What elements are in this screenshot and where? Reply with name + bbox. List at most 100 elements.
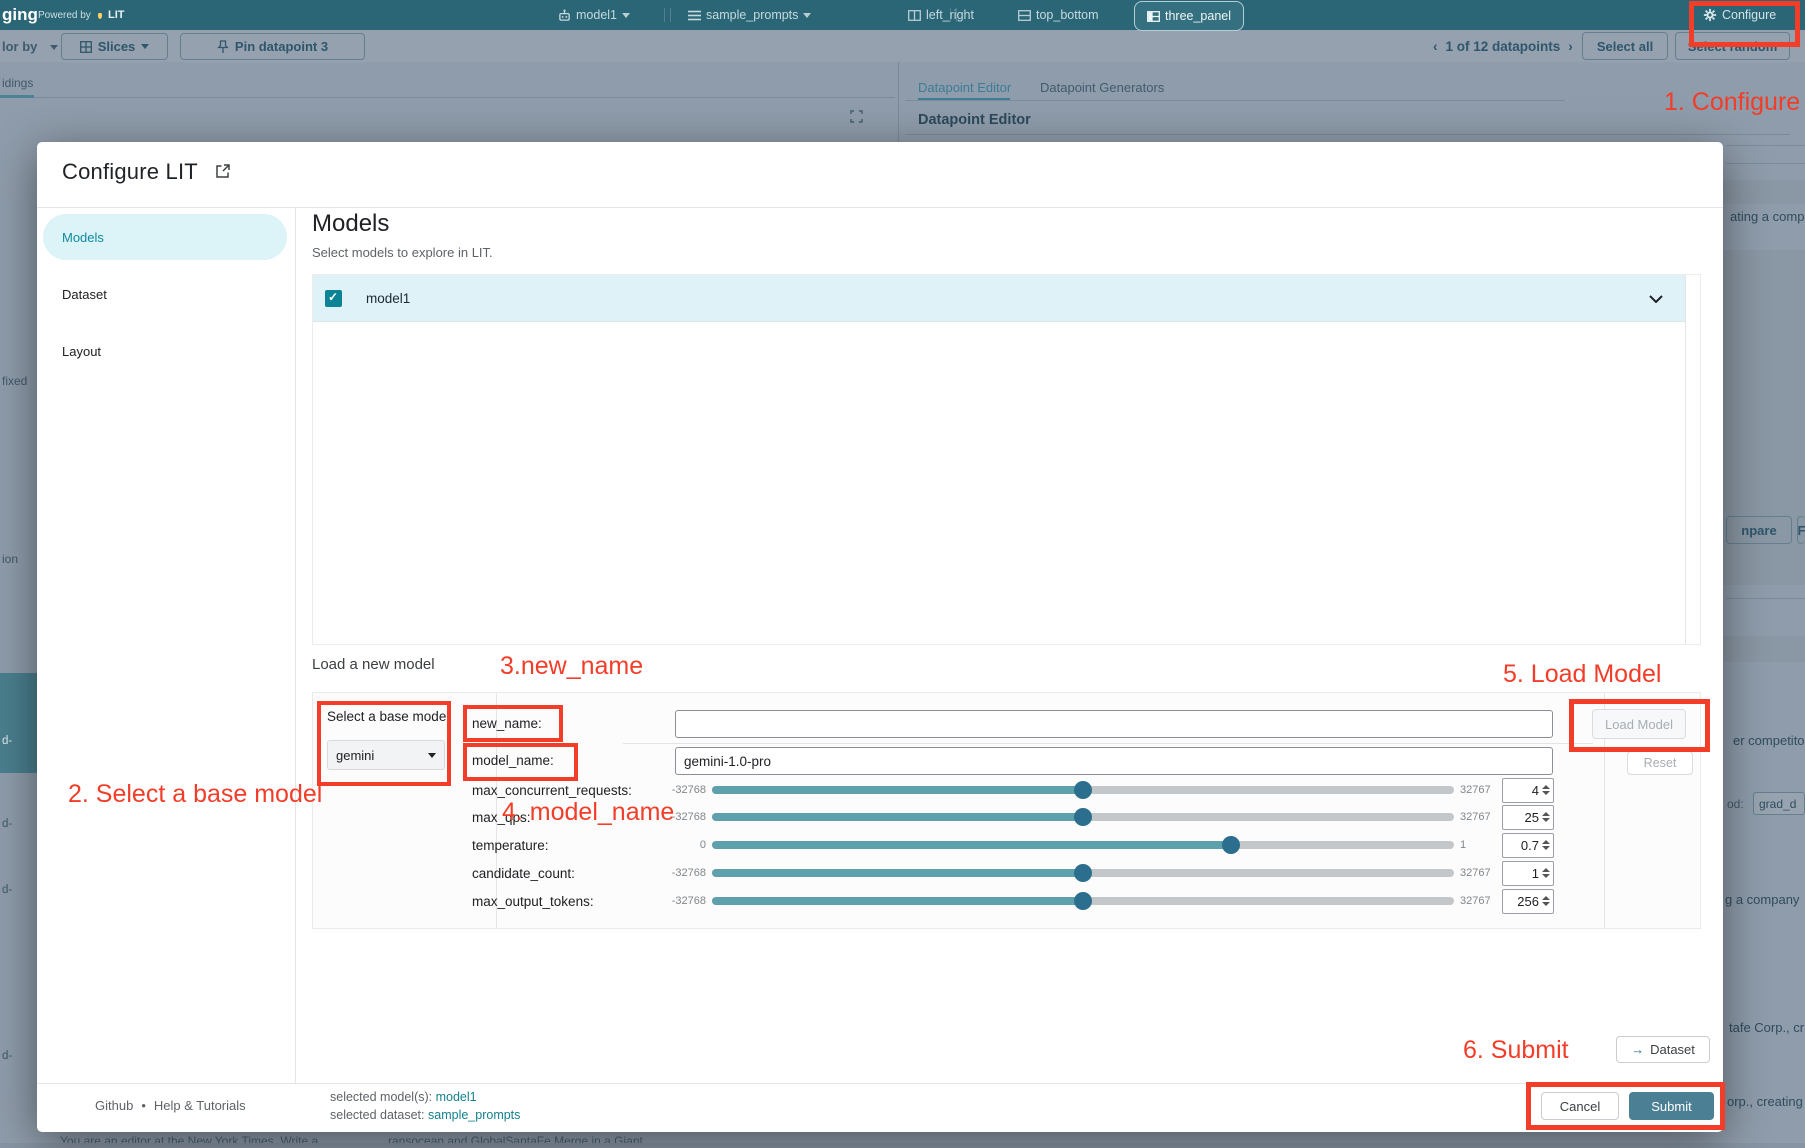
button-fragment[interactable]: F	[1797, 516, 1805, 544]
github-link[interactable]: Github	[95, 1098, 134, 1113]
stepper-down-icon[interactable]	[1542, 818, 1550, 822]
slider-value-stepper[interactable]: 256	[1502, 888, 1554, 914]
model-selector[interactable]: model1	[558, 4, 630, 26]
footer-links: Github • Help & Tutorials	[95, 1098, 246, 1113]
selected-row-fragment[interactable]: d-	[0, 673, 37, 773]
slider-min: -32768	[671, 895, 706, 907]
models-subheading: Select models to explore in LIT.	[312, 245, 493, 260]
row-label-fragment: d-	[2, 818, 13, 830]
slider-thumb[interactable]	[1222, 836, 1241, 854]
layout-tab-left-right[interactable]: left_right	[908, 4, 974, 26]
pin-datapoint-label: Pin datapoint 3	[234, 39, 329, 54]
annotation-step5: 5. Load Model	[1503, 660, 1662, 688]
layout-three-panel-label: three_panel	[1164, 9, 1232, 23]
selected-models-value[interactable]: model1	[435, 1090, 477, 1104]
stepper-up-icon[interactable]	[1542, 812, 1550, 816]
slider-thumb[interactable]	[1074, 892, 1092, 910]
base-model-select[interactable]: gemini	[327, 740, 445, 770]
load-model-button[interactable]: Load Model	[1592, 709, 1686, 739]
submit-button[interactable]: Submit	[1629, 1092, 1714, 1120]
row-label-fragment: d-	[2, 735, 13, 747]
tab-datapoint-editor[interactable]: Datapoint Editor	[918, 80, 1012, 95]
stepper-up-icon[interactable]	[1542, 785, 1550, 789]
stepper-up-icon[interactable]	[1542, 896, 1550, 900]
stepper-down-icon[interactable]	[1542, 874, 1550, 878]
slider-track[interactable]	[712, 781, 1454, 799]
slices-button[interactable]: Slices	[61, 33, 168, 60]
selected-models-label: selected model(s):	[330, 1090, 433, 1104]
slices-label: Slices	[97, 39, 136, 54]
dataset-selector[interactable]: sample_prompts	[688, 4, 812, 26]
nav-item-models[interactable]: Models	[43, 214, 287, 260]
configure-lit-dialog: Configure LIT Models Dataset Layout Mode…	[37, 142, 1723, 1132]
slider-max: 1	[1460, 839, 1467, 851]
nav-item-dataset[interactable]: Dataset	[62, 287, 107, 302]
slider-min: 0	[699, 839, 706, 851]
checkbox-checked-icon[interactable]	[325, 289, 342, 307]
slider-thumb[interactable]	[1074, 864, 1092, 882]
cancel-label: Cancel	[1559, 1098, 1601, 1114]
reset-label: Reset	[1643, 756, 1677, 770]
embeddings-tab-fragment[interactable]: idings	[2, 76, 34, 90]
selection-toolbar	[0, 30, 1805, 62]
model-row[interactable]: model1	[313, 275, 1685, 322]
stepper-up-icon[interactable]	[1542, 840, 1550, 844]
reset-button[interactable]: Reset	[1627, 751, 1693, 775]
chevron-down-icon	[803, 12, 812, 18]
model-row-label: model1	[366, 290, 411, 306]
goto-dataset-button[interactable]: → Dataset	[1616, 1036, 1710, 1063]
slider-track[interactable]	[712, 808, 1454, 826]
slider-value-stepper[interactable]: 25	[1502, 804, 1554, 830]
slider-track[interactable]	[712, 864, 1454, 882]
prev-datapoint-icon[interactable]: ‹	[1433, 39, 1438, 54]
slider-label: temperature:	[472, 837, 549, 853]
scrollbar-track[interactable]	[1685, 275, 1686, 644]
slider-thumb[interactable]	[1074, 781, 1092, 799]
next-datapoint-icon[interactable]: ›	[1568, 39, 1573, 54]
layout-tab-top-bottom[interactable]: top_bottom	[1018, 4, 1099, 26]
load-model-label: Load Model	[1605, 716, 1673, 732]
annotation-box-model-name	[463, 743, 578, 781]
tab-datapoint-generators[interactable]: Datapoint Generators	[1040, 80, 1165, 95]
open-in-new-icon[interactable]	[215, 163, 231, 179]
slider-min: -32768	[671, 811, 706, 823]
chevron-down-icon	[141, 44, 150, 49]
color-by-fragment[interactable]: lor by	[2, 39, 38, 54]
right-fragment: g a company	[1725, 892, 1800, 907]
slider-value-stepper[interactable]: 0.7	[1502, 832, 1554, 858]
stepper-down-icon[interactable]	[1542, 902, 1550, 906]
slider-max: 32767	[1460, 895, 1491, 907]
select-all-button[interactable]: Select all	[1582, 32, 1668, 60]
slider-track[interactable]	[712, 836, 1454, 854]
new-name-input[interactable]	[675, 710, 1553, 738]
slider-value: 4	[1531, 782, 1539, 798]
selected-dataset-value[interactable]: sample_prompts	[428, 1108, 521, 1122]
cancel-button[interactable]: Cancel	[1541, 1092, 1619, 1120]
stepper-up-icon[interactable]	[1542, 868, 1550, 872]
model-name-label: model_name:	[472, 753, 554, 768]
stepper-down-icon[interactable]	[1542, 791, 1550, 795]
slider-value-stepper[interactable]: 1	[1502, 860, 1554, 886]
help-tutorials-link[interactable]: Help & Tutorials	[153, 1098, 246, 1113]
datapoint-editor-heading: Datapoint Editor	[918, 112, 1031, 128]
stepper-down-icon[interactable]	[1542, 846, 1550, 850]
base-model-value: gemini	[336, 747, 375, 763]
left-fragment-fixed: fixed	[2, 374, 28, 388]
configure-button[interactable]: Configure	[1703, 4, 1776, 26]
layout-tab-three-panel[interactable]: three_panel	[1134, 1, 1244, 31]
compare-button-fragment[interactable]: npare	[1726, 516, 1792, 544]
annotation-box-submit	[1526, 1082, 1725, 1130]
slider-value: 1	[1531, 865, 1539, 881]
pin-datapoint-button[interactable]: Pin datapoint 3	[180, 33, 365, 60]
model-name-input[interactable]	[675, 747, 1553, 775]
slider-min: -32768	[671, 784, 706, 796]
slider-value-stepper[interactable]: 4	[1502, 777, 1554, 803]
chip-fragment[interactable]: grad_d	[1753, 792, 1805, 815]
expand-panel-icon[interactable]	[850, 110, 863, 123]
nav-item-layout[interactable]: Layout	[62, 344, 102, 359]
right-fragment: ating a comp	[1730, 209, 1805, 224]
slider-thumb[interactable]	[1074, 808, 1092, 826]
slider-track[interactable]	[712, 892, 1454, 910]
chevron-down-icon[interactable]	[1649, 295, 1663, 303]
